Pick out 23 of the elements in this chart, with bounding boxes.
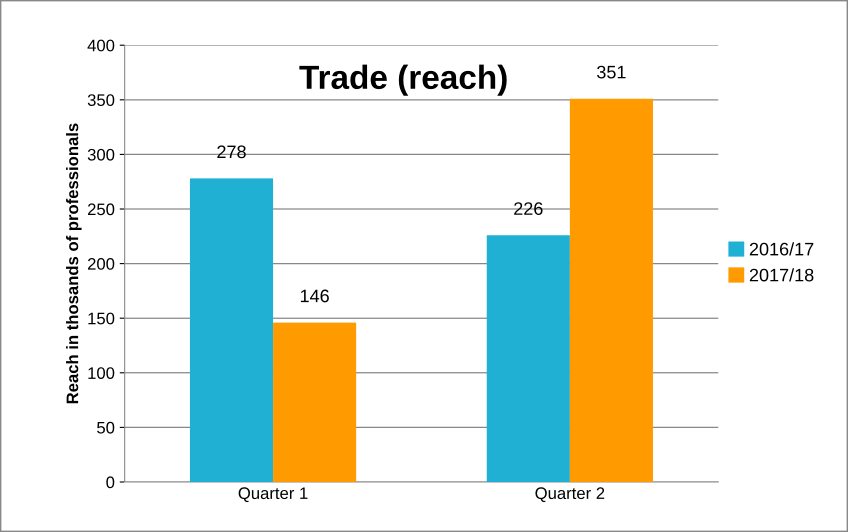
data-label: 146 <box>300 290 329 302</box>
y-tick-label: 300 <box>88 148 114 161</box>
y-tick-label: 400 <box>88 40 114 52</box>
y-tick-label: 250 <box>88 203 114 216</box>
data-label: 351 <box>597 66 626 78</box>
x-tick-label: Quarter 1 <box>238 487 308 502</box>
legend-label: 2017/18 <box>750 268 814 282</box>
text: Trade (reach) <box>299 64 507 96</box>
legend-label: 2016/17 <box>750 242 814 256</box>
bar <box>273 322 356 482</box>
bar <box>190 178 274 482</box>
y-tick-label: 350 <box>88 94 114 106</box>
y-axis-title: Reach in thosands of professionals <box>66 124 82 404</box>
y-tick-label: 50 <box>97 422 114 434</box>
x-tick-label: Quarter 2 <box>535 487 604 502</box>
bar <box>486 235 570 482</box>
bar <box>570 98 653 482</box>
data-label: 278 <box>217 145 246 158</box>
y-tick-label: 0 <box>106 476 114 488</box>
y-tick-label: 150 <box>88 312 114 324</box>
y-tick-label: 100 <box>88 367 114 379</box>
data-label: 226 <box>514 202 543 215</box>
y-tick-label: 200 <box>88 258 114 270</box>
